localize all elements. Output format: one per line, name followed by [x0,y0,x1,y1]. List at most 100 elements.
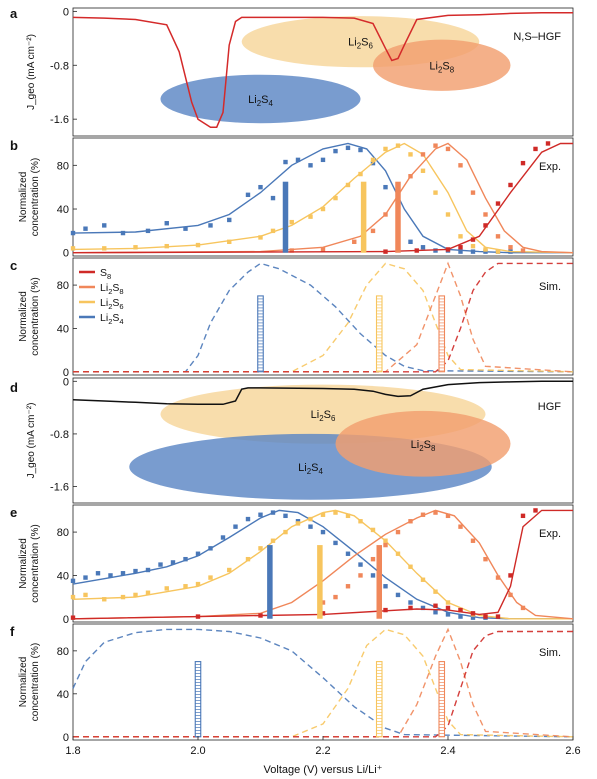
data-point-Li2S4 [145,228,151,234]
data-point-Li2S4 [70,230,76,236]
data-point-S8 [445,247,451,252]
plot-frame [72,623,574,741]
data-point-Li2S4 [83,226,88,231]
data-point-Li2S8 [483,556,488,562]
data-point-Li2S6 [195,242,201,248]
cv-trace [72,11,573,128]
data-point-Li2S4 [333,540,338,546]
legend-label-Li2S8: Li2S8 [100,282,124,296]
data-point-Li2S6 [289,219,294,225]
y-tick-label: 80 [57,527,69,539]
y-tick-label: 80 [57,280,69,292]
data-point-Li2S4 [270,195,276,201]
data-point-Li2S4 [120,230,126,236]
legend-label-S8: S8 [100,267,111,281]
data-point-Li2S4 [345,145,351,151]
data-point-S8 [458,245,463,250]
data-point-Li2S6 [383,146,388,152]
series-S8 [73,630,573,738]
data-point-S8 [470,611,476,616]
plot-frame [72,504,574,623]
data-point-Li2S6 [133,245,138,250]
y-tick-label: 40 [57,204,69,216]
panel-e: e 0 40 80 Normalizedconcentration (%) Exp. [10,504,574,626]
panel-d: d 0 -0.8 -1.6 J_geo (mA cm⁻²) HGF Li2S6 Li2S4 Li… [10,376,574,504]
data-point-Li2S6 [133,592,138,598]
data-point-Li2S8 [420,512,426,517]
peak-marker-outline [194,661,202,738]
data-point-Li2S6 [383,538,388,543]
data-point-Li2S8 [370,228,376,234]
ellipse-label-Li2S4: Li2S4 [248,94,273,108]
sim-line-S8 [73,630,573,738]
ellipse-label-Li2S8: Li2S8 [429,60,454,74]
ellipse-Li2S8 [335,410,511,477]
sim-line-S8 [73,262,573,373]
y-tick-label: 0 [63,376,69,388]
peak-marker-Li2S4 [194,661,202,738]
panel-condition-label: N,S–HGF [513,31,561,43]
data-point-Li2S4 [458,249,463,254]
data-point-Li2S6 [83,592,88,598]
x-tick-label: 2.4 [440,745,455,757]
y-tick-label: 40 [57,570,69,582]
data-point-Li2S4 [183,226,188,231]
panel-a: a 0 -0.8 -1.6 J_geo (mA cm⁻²) N,S–HGF Li2S6 Li2… [10,6,574,137]
data-point-Li2S8 [520,248,526,253]
data-point-Li2S6 [308,516,313,522]
data-point-Li2S6 [270,538,276,543]
data-point-Li2S6 [408,564,413,569]
series-Li2S4 [73,262,574,373]
legend-label-Li2S6: Li2S6 [100,297,124,311]
data-point-Li2S6 [445,600,451,605]
data-point-Li2S4 [470,249,476,254]
data-point-Li2S4 [458,614,463,619]
data-point-Li2S6 [495,249,501,254]
panel-letter: e [10,505,17,520]
data-point-Li2S6 [120,594,126,600]
data-point-S8 [70,615,76,620]
data-point-Li2S6 [258,546,263,551]
data-point-Li2S4 [345,551,351,556]
panel-letter: f [10,624,15,639]
data-point-Li2S4 [383,184,388,190]
series-Li2S6 [70,142,574,254]
y-axis-label: J_geo (mA cm⁻²) [26,403,37,479]
plot-frame [72,7,574,137]
data-point-Li2S4 [333,148,338,154]
plot-frame [72,137,574,257]
data-point-Li2S4 [383,584,388,589]
data-point-S8 [545,141,551,146]
peak-marker-outline [438,661,446,738]
data-point-Li2S8 [508,245,513,250]
data-point-Li2S4 [420,605,426,611]
data-point-Li2S6 [470,243,476,249]
x-tick-label: 1.8 [65,745,80,757]
data-point-Li2S4 [308,163,313,168]
series-Li2S4 [72,628,574,738]
sim-line-Li2S4 [72,628,574,738]
data-point-S8 [433,603,438,608]
sim-line-Li2S4 [73,262,574,373]
data-point-Li2S6 [102,597,107,602]
data-point-Li2S4 [395,592,401,598]
data-point-Li2S8 [320,600,326,605]
data-point-Li2S4 [233,524,238,529]
y-axis-label: Normalizedconcentration (%) [18,277,41,355]
data-point-Li2S6 [70,594,76,600]
data-point-Li2S6 [295,521,301,526]
data-point-Li2S4 [208,223,213,228]
y-tick-label: 0 [63,367,69,379]
y-tick-label: 0 [63,614,69,626]
y-axis-label: J_geo (mA cm⁻²) [26,34,37,110]
x-axis-label: Voltage (V) versus Li/Li⁺ [264,764,383,776]
y-axis-label-text: Normalizedconcentration (%) [18,277,41,355]
data-point-Li2S8 [445,146,451,152]
data-point-Li2S4 [433,610,438,615]
data-point-Li2S6 [333,510,338,515]
data-point-S8 [533,508,538,513]
peak-marker-Li2S8 [395,181,401,253]
